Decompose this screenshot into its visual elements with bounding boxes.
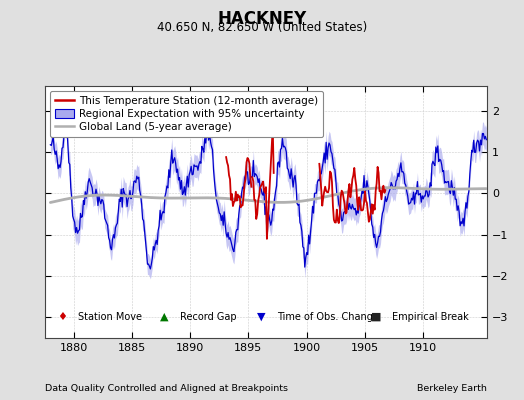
Legend: This Temperature Station (12-month average), Regional Expectation with 95% uncer: This Temperature Station (12-month avera…: [50, 91, 323, 137]
Text: Data Quality Controlled and Aligned at Breakpoints: Data Quality Controlled and Aligned at B…: [45, 384, 288, 393]
Text: 40.650 N, 82.650 W (United States): 40.650 N, 82.650 W (United States): [157, 21, 367, 34]
Text: Berkeley Earth: Berkeley Earth: [418, 384, 487, 393]
Text: HACKNEY: HACKNEY: [217, 10, 307, 28]
